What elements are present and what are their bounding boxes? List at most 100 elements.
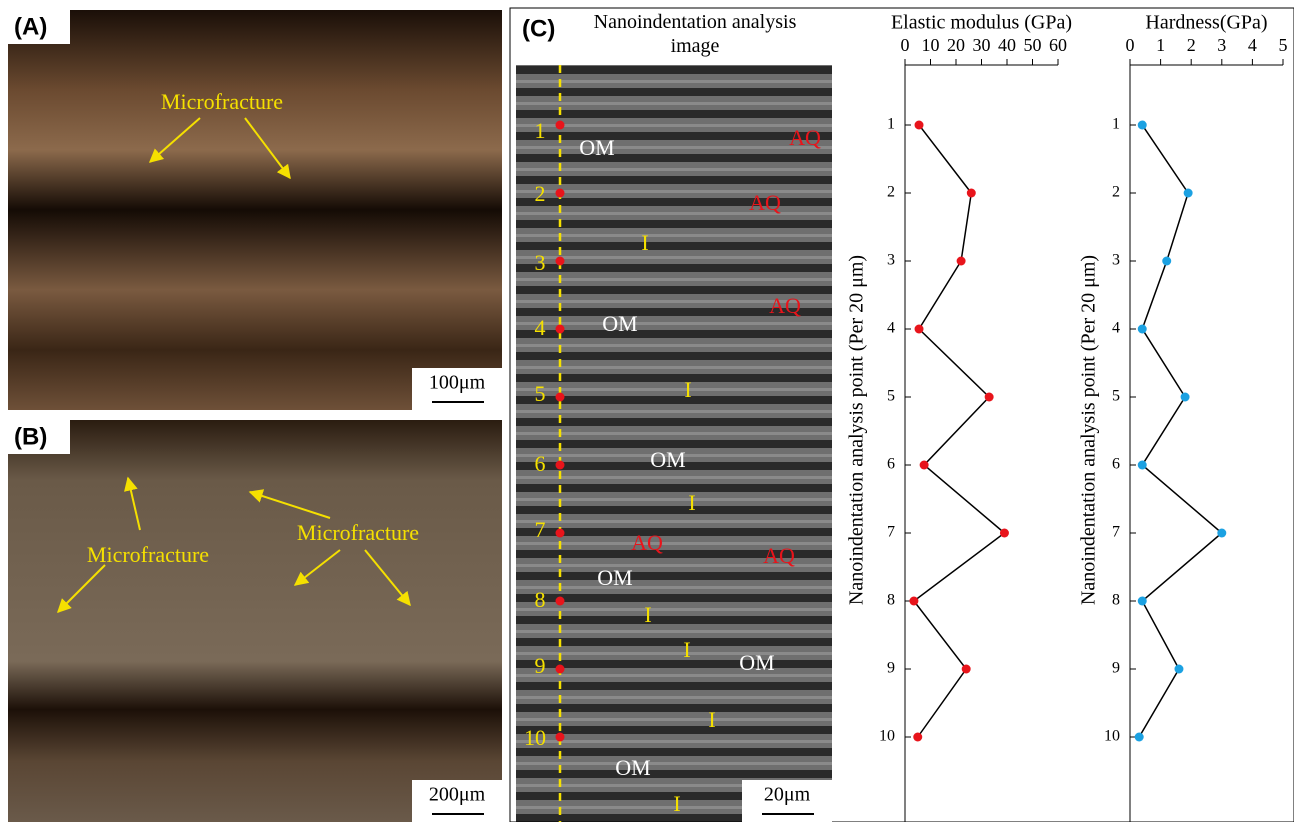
image-label: AQ: [631, 530, 663, 555]
point: [967, 189, 976, 198]
panel-label: (C): [522, 15, 555, 42]
x-tick-label: 30: [973, 35, 991, 55]
y-axis-label: Nanoindentation analysis point (Per 20 μ…: [846, 255, 868, 605]
title-box: Nanoindentation analysis image: [575, 10, 815, 64]
photo-a: [8, 10, 502, 410]
y-tick-label: 2: [887, 184, 895, 201]
image-label: OM: [615, 755, 650, 780]
x-tick-label: 40: [998, 35, 1016, 55]
image-label: 5: [535, 381, 546, 406]
annotation: Microfracture: [87, 542, 209, 567]
image-label: OM: [650, 447, 685, 472]
image-label: I: [683, 637, 690, 662]
image-label: OM: [739, 650, 774, 675]
image-label: OM: [602, 311, 637, 336]
image-label: I: [688, 490, 695, 515]
y-tick-label: 7: [1112, 524, 1120, 541]
y-axis-label: Nanoindentation analysis point (Per 20 μ…: [1078, 255, 1100, 605]
y-tick-label: 1: [887, 116, 895, 133]
image-label: 3: [535, 250, 546, 275]
indent-point: [556, 189, 565, 198]
point: [1138, 121, 1147, 130]
indent-point: [556, 733, 565, 742]
point: [913, 733, 922, 742]
image-label: AQ: [769, 293, 801, 318]
x-tick-label: 60: [1049, 35, 1067, 55]
x-tick-label: 10: [922, 35, 940, 55]
image-title: Nanoindentation analysis image: [575, 10, 815, 58]
point: [1135, 733, 1144, 742]
photo-b: [8, 420, 502, 822]
point: [1138, 597, 1147, 606]
image-label: 2: [535, 181, 546, 206]
y-tick-label: 6: [887, 456, 895, 473]
chart-title: Hardness(GPa): [1145, 12, 1267, 34]
scale-text: 100μm: [429, 372, 486, 394]
x-tick-label: 50: [1024, 35, 1042, 55]
y-tick-label: 7: [887, 524, 895, 541]
point: [1184, 189, 1193, 198]
image-label: AQ: [789, 125, 821, 150]
point: [1181, 393, 1190, 402]
point: [1162, 257, 1171, 266]
image-label: I: [644, 602, 651, 627]
point: [920, 461, 929, 470]
image-label: I: [641, 230, 648, 255]
image-label: I: [708, 707, 715, 732]
indent-point: [556, 461, 565, 470]
image-label: 4: [535, 315, 546, 340]
y-tick-label: 5: [887, 388, 895, 405]
y-tick-label: 4: [1112, 320, 1120, 337]
image-label: 10: [524, 725, 546, 750]
panel-label: (A): [14, 13, 47, 40]
line: [914, 125, 1005, 737]
x-tick-label: 3: [1217, 35, 1226, 55]
point: [985, 393, 994, 402]
x-tick-label: 5: [1279, 35, 1288, 55]
y-tick-label: 5: [1112, 388, 1120, 405]
y-tick-label: 6: [1112, 456, 1120, 473]
image-label: OM: [597, 565, 632, 590]
y-tick-label: 8: [887, 592, 895, 609]
indent-point: [556, 121, 565, 130]
y-tick-label: 9: [887, 660, 895, 677]
point: [1138, 461, 1147, 470]
image-label: 9: [535, 653, 546, 678]
image-label: I: [684, 377, 691, 402]
image-label: OM: [579, 135, 614, 160]
image-label: 6: [535, 451, 546, 476]
chart-title: Elastic modulus (GPa): [891, 12, 1072, 34]
indent-point: [556, 529, 565, 538]
scale-text: 20μm: [764, 784, 811, 806]
point: [909, 597, 918, 606]
point: [962, 665, 971, 674]
point: [1000, 529, 1009, 538]
photo-c: [516, 65, 832, 822]
line: [1139, 125, 1222, 737]
point: [1174, 665, 1183, 674]
image-label: AQ: [763, 543, 795, 568]
image-label: I: [673, 791, 680, 816]
point: [1138, 325, 1147, 334]
figure: (A) (B) (C) Microfracture Microfracture …: [0, 0, 1294, 822]
image-label: 7: [535, 517, 546, 542]
y-tick-label: 4: [887, 320, 895, 337]
indent-point: [556, 597, 565, 606]
image-label: AQ: [749, 190, 781, 215]
x-tick-label: 20: [947, 35, 965, 55]
annotation: Microfracture: [161, 89, 283, 114]
annotation: Microfracture: [297, 520, 419, 545]
x-tick-label: 4: [1248, 35, 1257, 55]
point: [1217, 529, 1226, 538]
panel-label: (B): [14, 423, 47, 450]
indent-point: [556, 325, 565, 334]
point: [915, 121, 924, 130]
point: [957, 257, 966, 266]
image-label: 1: [535, 118, 546, 143]
indent-point: [556, 665, 565, 674]
y-tick-label: 3: [887, 252, 895, 269]
y-tick-label: 2: [1112, 184, 1120, 201]
y-tick-label: 8: [1112, 592, 1120, 609]
y-tick-label: 10: [879, 728, 895, 745]
y-tick-label: 3: [1112, 252, 1120, 269]
